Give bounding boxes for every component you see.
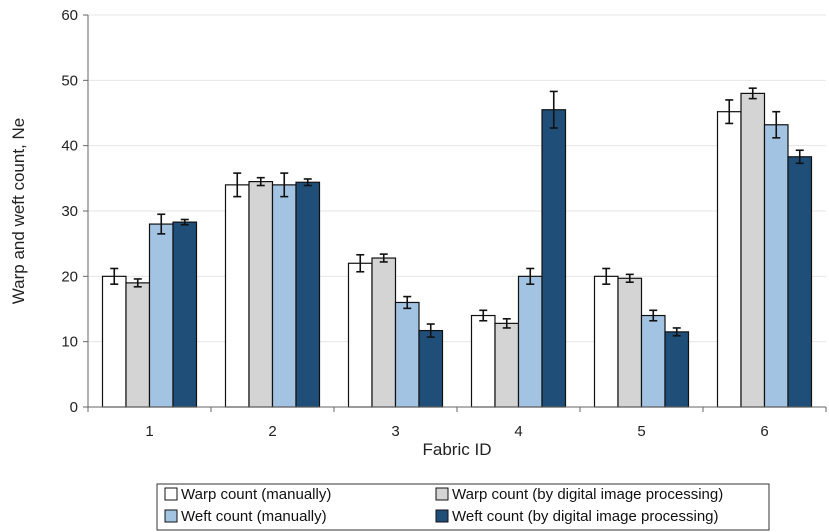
legend-label: Warp count (manually): [181, 486, 331, 503]
bar: [248, 181, 274, 408]
y-tick-label: 60: [61, 7, 78, 24]
bar: [593, 275, 619, 408]
legend-swatch: [435, 509, 449, 523]
bar: [494, 322, 520, 408]
bar: [617, 277, 643, 408]
x-tick-label: 3: [391, 423, 399, 440]
y-tick-label: 30: [61, 203, 78, 220]
bar: [101, 275, 127, 408]
bar: [517, 275, 543, 408]
bar: [640, 314, 666, 408]
gridlines: [88, 14, 826, 343]
legend-label: Weft count (by digital image processing): [452, 508, 719, 525]
x-tick-label: 1: [145, 423, 153, 440]
y-tick-label: 20: [61, 268, 78, 285]
y-tick-label: 10: [61, 334, 78, 351]
bar: [148, 223, 174, 408]
bar: [740, 92, 766, 408]
bar: [763, 124, 789, 408]
bar: [295, 181, 321, 408]
y-axis-title: Warp and weft count, Ne: [9, 118, 28, 304]
legend-label: Warp count (by digital image processing): [452, 486, 723, 503]
legend: Warp count (manually) Warp count (by digi…: [156, 483, 770, 531]
bar: [394, 301, 420, 408]
bar: [541, 109, 567, 408]
legend-swatch: [435, 487, 449, 501]
bar: [371, 257, 397, 408]
y-tick-label: 50: [61, 72, 78, 89]
x-tick-label: 4: [514, 423, 522, 440]
legend-label: Weft count (manually): [181, 508, 327, 525]
bar: [172, 221, 198, 408]
y-tick-label: 40: [61, 138, 78, 155]
bar: [470, 314, 496, 408]
bar: [224, 184, 250, 408]
y-tick-label: 0: [70, 399, 78, 416]
bar: [125, 282, 151, 408]
x-tick-label: 5: [637, 423, 645, 440]
bar: [271, 184, 297, 408]
bar: [418, 329, 444, 408]
bars: [101, 87, 813, 408]
x-tick-label: 2: [268, 423, 276, 440]
bar: [787, 156, 813, 408]
bar: [716, 111, 742, 408]
y-tick-labels: 0 10 20 30 40 50 60: [61, 7, 88, 416]
legend-swatch: [164, 487, 178, 501]
legend-swatch: [164, 509, 178, 523]
x-tick-label: 6: [760, 423, 768, 440]
bar: [347, 262, 373, 408]
x-axis-title: Fabric ID: [423, 440, 492, 459]
x-tick-labels: 1 2 3 4 5 6: [87, 407, 827, 440]
legend-box: [156, 483, 770, 531]
bar: [664, 331, 690, 408]
